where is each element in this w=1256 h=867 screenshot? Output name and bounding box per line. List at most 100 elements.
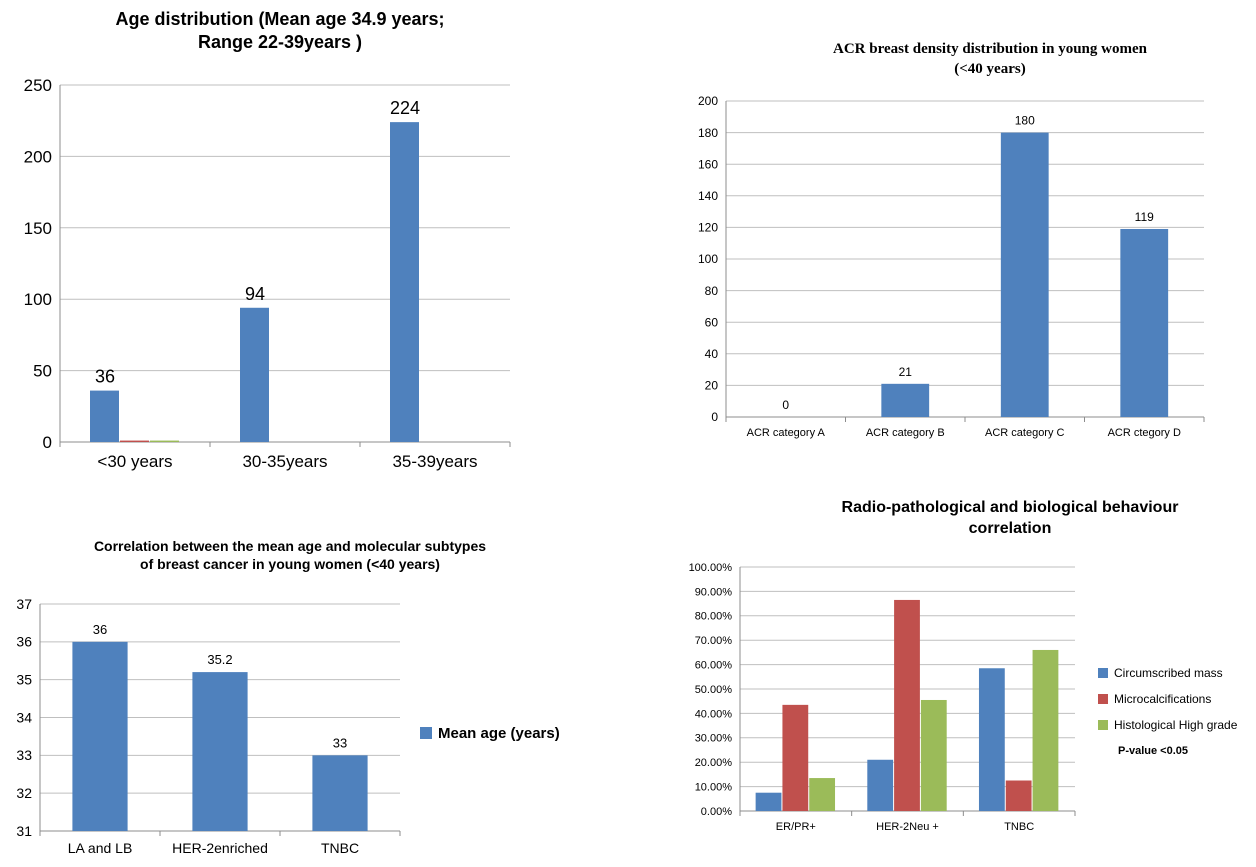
x-tick-label: ACR category B: [866, 427, 945, 439]
y-tick-label: 100: [24, 290, 52, 309]
bar: [1000, 132, 1049, 417]
acr-chart-title: ACR breast density distribution in young…: [740, 40, 1240, 79]
legend-swatch: [420, 727, 432, 739]
x-tick-label: LA and LB: [68, 840, 133, 856]
y-tick-label: 180: [698, 126, 718, 140]
bar: [1005, 780, 1032, 811]
y-tick-label: 20.00%: [695, 757, 733, 769]
bar: [1120, 228, 1169, 417]
y-tick-label: 34: [16, 709, 32, 725]
data-label: 94: [245, 284, 265, 304]
radio-path-chart: 0.00% 10.00% 20.00% 30.00% 40.00% 50.00% 60.00…: [689, 562, 1076, 833]
p-value-label: P-value <0.05: [1118, 745, 1189, 757]
data-label: 224: [390, 98, 420, 118]
data-label: 35.2: [207, 652, 232, 667]
y-tick-label: 32: [16, 785, 32, 801]
y-tick-label: 40.00%: [695, 708, 733, 720]
y-tick-label: 33: [16, 747, 32, 763]
mean-age-legend: Mean age (years): [420, 720, 560, 746]
legend-item-mean-age: Mean age (years): [420, 720, 560, 746]
data-label: 33: [333, 735, 347, 750]
y-tick-label: 50: [33, 362, 52, 381]
y-tick-label: 60: [705, 315, 719, 329]
bar: [120, 440, 149, 442]
radio-path-chart-title-line2: correlation: [968, 519, 1052, 537]
bar: [881, 383, 930, 417]
acr-density-chart: 0 20 40 60 80 100 120 140 160 180 200 ACR category …: [698, 94, 1205, 439]
y-tick-label: 31: [16, 823, 32, 839]
y-tick-label: 90.00%: [695, 586, 733, 598]
x-tick-label: ACR category C: [985, 427, 1065, 439]
radio-path-chart-title: Radio-pathological and biological behavi…: [800, 498, 1220, 540]
legend-label: Mean age (years): [438, 724, 560, 742]
y-tick-label: 250: [24, 76, 52, 95]
age-chart-title-line1: Age distribution (Mean age 34.9 years;: [115, 9, 445, 29]
legend-swatch: [1098, 720, 1108, 730]
data-label: 119: [1135, 210, 1154, 224]
y-tick-label: 80.00%: [695, 611, 733, 623]
x-tick-label: HER-2Neu +: [876, 821, 939, 833]
y-tick-label: 200: [24, 147, 52, 166]
bar: [150, 440, 179, 442]
y-tick-label: 40: [705, 347, 719, 361]
x-tick-label: TNBC: [321, 840, 359, 856]
p-value-note: P-value <0.05: [1098, 738, 1237, 764]
y-tick-label: 100: [698, 252, 718, 266]
data-label: 21: [899, 365, 913, 379]
legend-item-histological-high-grade: Histological High grade: [1098, 712, 1237, 738]
bar: [312, 755, 368, 831]
age-chart-title: Age distribution (Mean age 34.9 years; R…: [60, 8, 500, 55]
y-tick-label: 37: [16, 596, 32, 612]
y-tick-label: 0: [711, 410, 718, 424]
bar: [390, 122, 419, 443]
y-tick-label: 100.00%: [689, 562, 733, 574]
y-tick-label: 30.00%: [695, 733, 733, 745]
x-tick-label: ACR category A: [747, 427, 826, 439]
y-tick-label: 120: [698, 221, 718, 235]
y-tick-label: 0: [43, 433, 52, 452]
y-tick-label: 50.00%: [695, 684, 733, 696]
y-tick-label: 140: [698, 189, 718, 203]
y-tick-label: 36: [16, 634, 32, 650]
bar: [894, 599, 920, 811]
mean-age-chart-title-line2: of breast cancer in young women (<40 yea…: [140, 556, 440, 573]
legend-label: Circumscribed mass: [1114, 666, 1223, 680]
mean-age-chart-title-line1: Correlation between the mean age and mol…: [93, 538, 487, 554]
acr-chart-title-line2: (<40 years): [954, 60, 1026, 77]
y-tick-label: 80: [705, 284, 719, 298]
legend-item-circumscribed-mass: Circumscribed mass: [1098, 660, 1237, 686]
x-tick-label: 35-39years: [392, 452, 477, 471]
mean-age-chart: 31 32 33 34 35 36 37 LA and LB 36 HER-2enriched 35…: [16, 596, 401, 856]
legend-label: Microcalcifications: [1114, 692, 1212, 706]
bar: [782, 704, 809, 811]
y-tick-label: 160: [698, 157, 718, 171]
y-tick-label: 60.00%: [695, 659, 733, 671]
x-tick-label: HER-2enriched: [172, 840, 268, 856]
radio-path-chart-title-line1: Radio-pathological and biological behavi…: [841, 499, 1179, 516]
bar: [1032, 649, 1059, 811]
radio-path-legend: Circumscribed mass Microcalcifications H…: [1098, 660, 1237, 764]
bar: [809, 778, 836, 811]
x-tick-label: TNBC: [1004, 821, 1034, 833]
bar: [240, 307, 269, 442]
acr-chart-title-line1: ACR breast density distribution in young…: [833, 41, 1147, 57]
bar: [90, 390, 119, 442]
y-tick-label: 0.00%: [701, 806, 732, 818]
x-tick-label: ER/PR+: [776, 821, 816, 833]
bar: [72, 641, 128, 831]
x-tick-label: <30 years: [97, 452, 172, 471]
legend-swatch: [1098, 694, 1108, 704]
data-label: 36: [93, 622, 107, 637]
bar: [192, 672, 248, 831]
y-tick-label: 150: [24, 219, 52, 238]
y-tick-label: 20: [705, 379, 719, 393]
legend-swatch: [1098, 668, 1108, 678]
x-tick-label: ACR ctegory D: [1108, 427, 1181, 439]
age-distribution-chart: 0 50 100 150 200 250 <30 years 36 30-35years 94 35…: [24, 76, 511, 471]
bar: [755, 792, 782, 811]
bar: [978, 668, 1005, 811]
x-tick-label: 30-35years: [242, 452, 327, 471]
data-label: 0: [782, 398, 789, 412]
bar: [920, 699, 947, 811]
mean-age-chart-title: Correlation between the mean age and mol…: [40, 537, 540, 573]
